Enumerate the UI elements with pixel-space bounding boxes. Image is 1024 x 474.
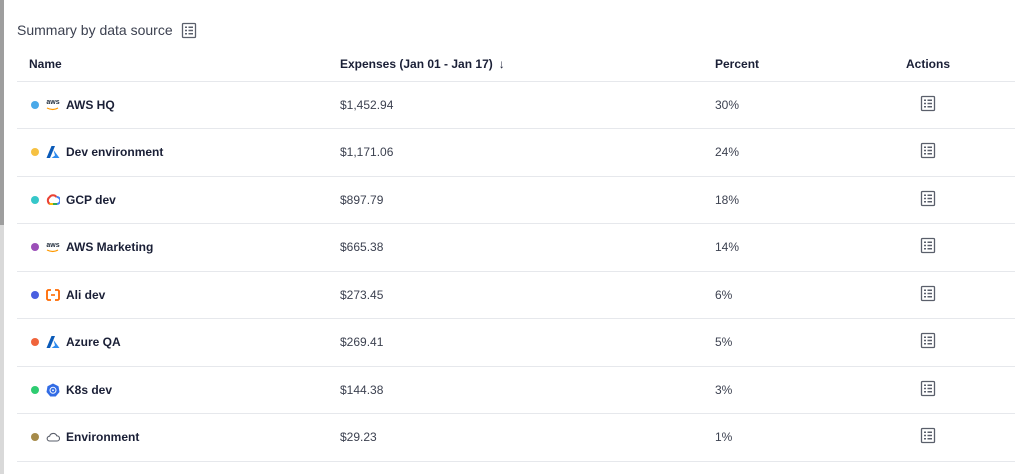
actions-cell: [875, 128, 1015, 177]
actions-cell: [875, 271, 1015, 319]
actions-cell: [875, 413, 1015, 462]
details-list-icon[interactable]: [920, 332, 936, 349]
actions-cell: [875, 223, 1015, 272]
details-list-icon[interactable]: [920, 237, 936, 254]
table-header-row: Name Expenses (Jan 01 - Jan 17) ↓ Percent…: [17, 48, 1015, 82]
column-header-actions-label: Actions: [905, 57, 950, 72]
color-dot: [31, 100, 39, 109]
kubernetes-icon: [46, 383, 60, 397]
column-header-name-label: Name: [29, 57, 62, 72]
table-row: Azure QA $269.41 5%: [17, 318, 1015, 367]
column-header-actions: Actions: [875, 48, 1015, 82]
alibaba-icon: [46, 288, 60, 302]
percent-cell: 6%: [715, 271, 875, 319]
actions-cell: [875, 366, 1015, 414]
azure-icon: [46, 145, 60, 159]
expenses-cell: $29.23: [340, 413, 715, 462]
name-cell: Environment: [17, 413, 340, 462]
details-list-icon[interactable]: [920, 142, 936, 159]
expenses-cell: $897.79: [340, 176, 715, 224]
table-row: Dev environment $1,171.06 24%: [17, 128, 1015, 177]
section-title: Summary by data source: [17, 22, 173, 38]
percent-cell: 1%: [715, 413, 875, 462]
percent-cell: 24%: [715, 128, 875, 177]
table-row: Ali dev $273.45 6%: [17, 271, 1015, 319]
color-dot: [31, 433, 39, 442]
expenses-cell: $1,452.94: [340, 81, 715, 129]
column-header-percent-label: Percent: [715, 57, 760, 72]
section-header: Summary by data source: [17, 19, 197, 41]
table-row: Environment $29.23 1%: [17, 413, 1015, 462]
expenses-cell: $144.38: [340, 366, 715, 414]
aws-icon: aws: [46, 98, 60, 112]
data-source-name-link[interactable]: AWS HQ: [66, 97, 115, 112]
column-header-name[interactable]: Name: [17, 48, 340, 82]
expenses-cell: $665.38: [340, 223, 715, 272]
actions-cell: [875, 318, 1015, 367]
table-row: GCP dev $897.79 18%: [17, 176, 1015, 224]
color-dot: [31, 195, 39, 204]
data-source-name-link[interactable]: Azure QA: [66, 335, 121, 350]
name-cell: aws AWS Marketing: [17, 223, 340, 272]
percent-cell: 5%: [715, 318, 875, 367]
percent-cell: 14%: [715, 223, 875, 272]
details-list-icon[interactable]: [920, 380, 936, 397]
data-source-name-link[interactable]: Dev environment: [66, 145, 164, 160]
expenses-cell: $269.41: [340, 318, 715, 367]
data-source-name-link[interactable]: GCP dev: [66, 192, 116, 207]
expenses-cell: $273.45: [340, 271, 715, 319]
table-details-icon[interactable]: [181, 22, 197, 39]
name-cell: K8s dev: [17, 366, 340, 414]
details-list-icon[interactable]: [920, 190, 936, 207]
color-dot: [31, 148, 39, 157]
data-source-table: Name Expenses (Jan 01 - Jan 17) ↓ Percent…: [17, 48, 1015, 462]
name-cell: Dev environment: [17, 128, 340, 177]
color-dot: [31, 385, 39, 394]
name-cell: Ali dev: [17, 271, 340, 319]
data-source-name-link[interactable]: Environment: [66, 430, 140, 445]
data-source-name-link[interactable]: K8s dev: [66, 382, 113, 397]
gcp-icon: [46, 193, 60, 207]
table-row: aws AWS Marketing $665.38 14%: [17, 223, 1015, 272]
percent-cell: 30%: [715, 81, 875, 129]
column-header-expenses[interactable]: Expenses (Jan 01 - Jan 17) ↓: [340, 48, 715, 82]
details-list-icon[interactable]: [920, 427, 936, 444]
color-dot: [31, 243, 39, 252]
data-source-name-link[interactable]: AWS Marketing: [66, 240, 154, 255]
azure-icon: [46, 335, 60, 349]
column-header-expenses-label: Expenses (Jan 01 - Jan 17): [340, 57, 493, 72]
expenses-cell: $1,171.06: [340, 128, 715, 177]
color-dot: [31, 290, 39, 299]
arrow-down-icon[interactable]: ↓: [498, 57, 505, 72]
cloud-icon: [46, 430, 60, 444]
name-cell: GCP dev: [17, 176, 340, 224]
percent-cell: 18%: [715, 176, 875, 224]
scrollbar-thumb[interactable]: [0, 0, 4, 225]
page-scrollbar[interactable]: [0, 0, 4, 474]
actions-cell: [875, 81, 1015, 129]
details-list-icon[interactable]: [920, 95, 936, 112]
name-cell: aws AWS HQ: [17, 81, 340, 129]
percent-cell: 3%: [715, 366, 875, 414]
color-dot: [31, 338, 39, 347]
column-header-percent[interactable]: Percent: [715, 48, 875, 82]
actions-cell: [875, 176, 1015, 224]
data-source-name-link[interactable]: Ali dev: [66, 287, 106, 302]
details-list-icon[interactable]: [920, 285, 936, 302]
table-row: K8s dev $144.38 3%: [17, 366, 1015, 414]
table-row: aws AWS HQ $1,452.94 30%: [17, 81, 1015, 129]
name-cell: Azure QA: [17, 318, 340, 367]
aws-icon: aws: [46, 240, 60, 254]
